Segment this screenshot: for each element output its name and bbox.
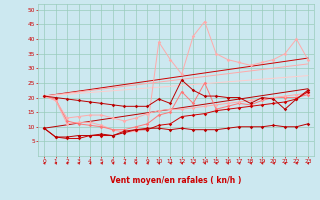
X-axis label: Vent moyen/en rafales ( kn/h ): Vent moyen/en rafales ( kn/h )	[110, 176, 242, 185]
